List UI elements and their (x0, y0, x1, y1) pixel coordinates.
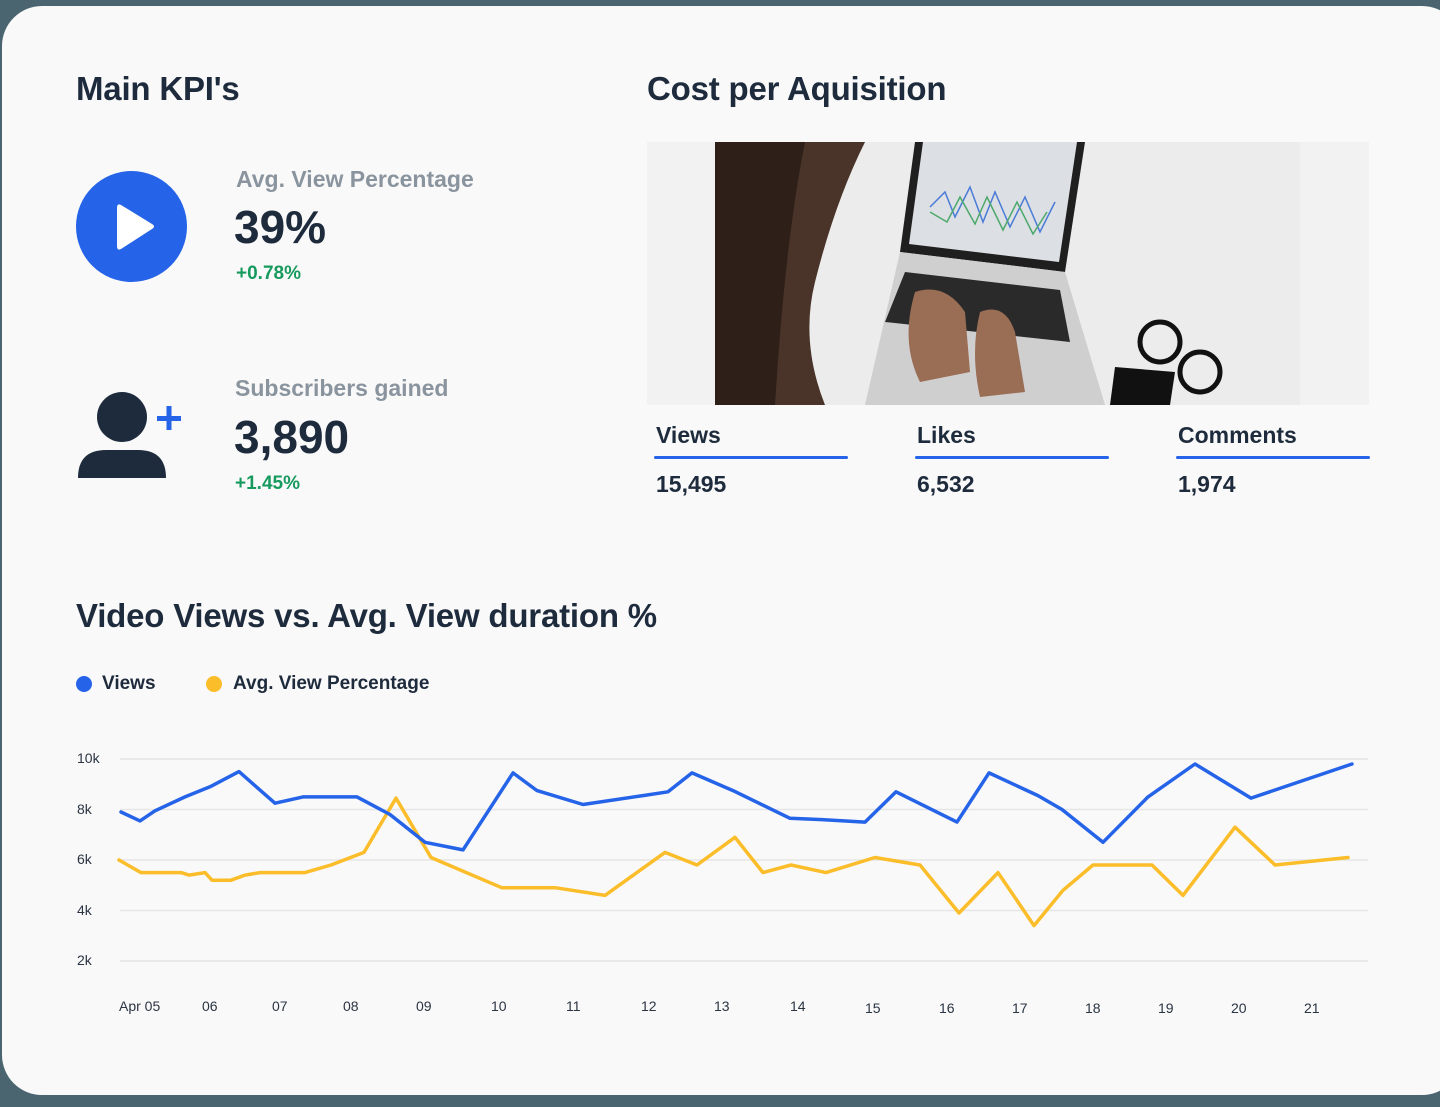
y-tick-label: 8k (77, 800, 92, 817)
x-tick-label: 18 (1085, 1000, 1101, 1016)
play-circle-icon (76, 171, 187, 282)
y-tick-label: 2k (77, 952, 92, 968)
cpa-image (647, 142, 1369, 405)
x-tick-label: 06 (202, 998, 218, 1014)
x-tick-label: 13 (714, 998, 730, 1014)
likes-stat-value: 6,532 (917, 471, 975, 497)
x-tick-label: 07 (272, 998, 288, 1014)
comments-stat-label: Comments (1178, 422, 1297, 448)
views-series-line (119, 762, 1354, 852)
avg-view-delta: +0.78% (236, 263, 301, 284)
x-tick-label: 17 (1012, 1000, 1028, 1016)
subscribers-label: Subscribers gained (235, 375, 449, 401)
subscribers-delta: +1.45% (235, 473, 300, 494)
likes-stat-divider (915, 456, 1109, 459)
x-tick-label: 12 (641, 998, 657, 1014)
views-legend-dot-icon (76, 676, 92, 692)
x-tick-label: 21 (1304, 1000, 1320, 1016)
y-tick-label: 4k (77, 901, 92, 918)
x-tick-label: 09 (416, 998, 432, 1014)
legend-views[interactable]: Views (102, 673, 156, 694)
avg-view-label: Avg. View Percentage (236, 166, 474, 192)
x-tick-label: 15 (865, 1000, 881, 1016)
likes-stat-label: Likes (917, 422, 976, 448)
views-stat-divider (654, 456, 848, 459)
x-tick-label: 20 (1231, 1000, 1247, 1016)
x-tick-label: Apr 05 (119, 998, 161, 1014)
subscribers-value: 3,890 (234, 411, 350, 463)
x-tick-label: 16 (939, 1000, 955, 1016)
cpa-section-title: Cost per Aquisition (647, 70, 947, 107)
avg-view-legend-dot-icon (206, 676, 222, 692)
chart-title: Video Views vs. Avg. View duration % (76, 597, 657, 634)
legend-avg-view-percentage[interactable]: Avg. View Percentage (233, 673, 430, 694)
kpi-section-title: Main KPI's (76, 70, 240, 107)
y-tick-label: 6k (77, 851, 92, 867)
avg-view-value: 39% (234, 201, 327, 253)
y-tick-label: 10k (77, 750, 100, 766)
avg-view-percentage-series-line (117, 796, 1350, 928)
laptop-photo (715, 142, 1300, 405)
x-tick-label: 11 (566, 998, 581, 1014)
comments-stat-divider (1176, 456, 1370, 459)
views-stat-value: 15,495 (656, 471, 727, 497)
x-tick-label: 19 (1158, 1000, 1174, 1016)
x-tick-label: 10 (491, 998, 507, 1014)
user-add-icon (76, 392, 186, 487)
x-tick-label: 08 (343, 998, 359, 1014)
comments-stat-value: 1,974 (1178, 471, 1236, 497)
views-stat-label: Views (656, 422, 721, 448)
x-tick-label: 14 (790, 998, 806, 1014)
